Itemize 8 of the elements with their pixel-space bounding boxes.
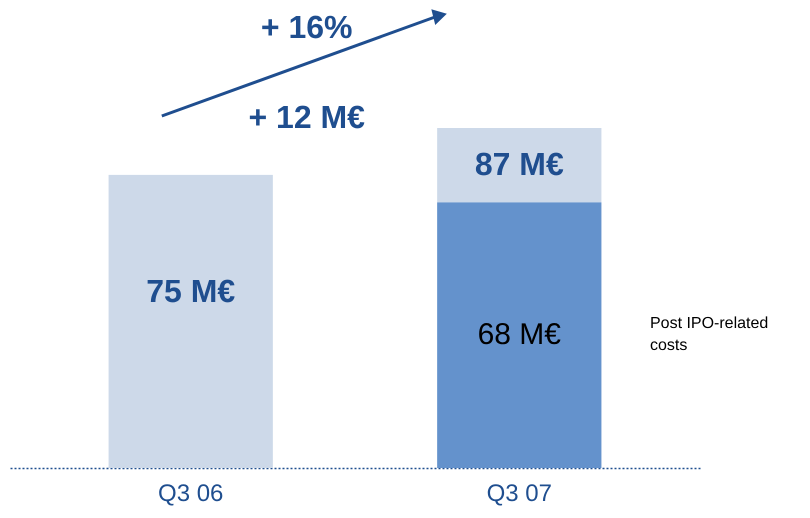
total-label: 87 M€ <box>474 146 564 182</box>
x-tick-label: Q3 07 <box>486 480 552 507</box>
text: Post IPO-related costs <box>650 315 768 354</box>
text: + 16% <box>260 9 353 45</box>
annotation: + 12 M€ <box>248 99 366 135</box>
x-tick-label: Q3 06 <box>158 480 224 507</box>
data-label: 68 M€ <box>478 318 562 352</box>
total-label: 75 M€ <box>146 273 236 310</box>
